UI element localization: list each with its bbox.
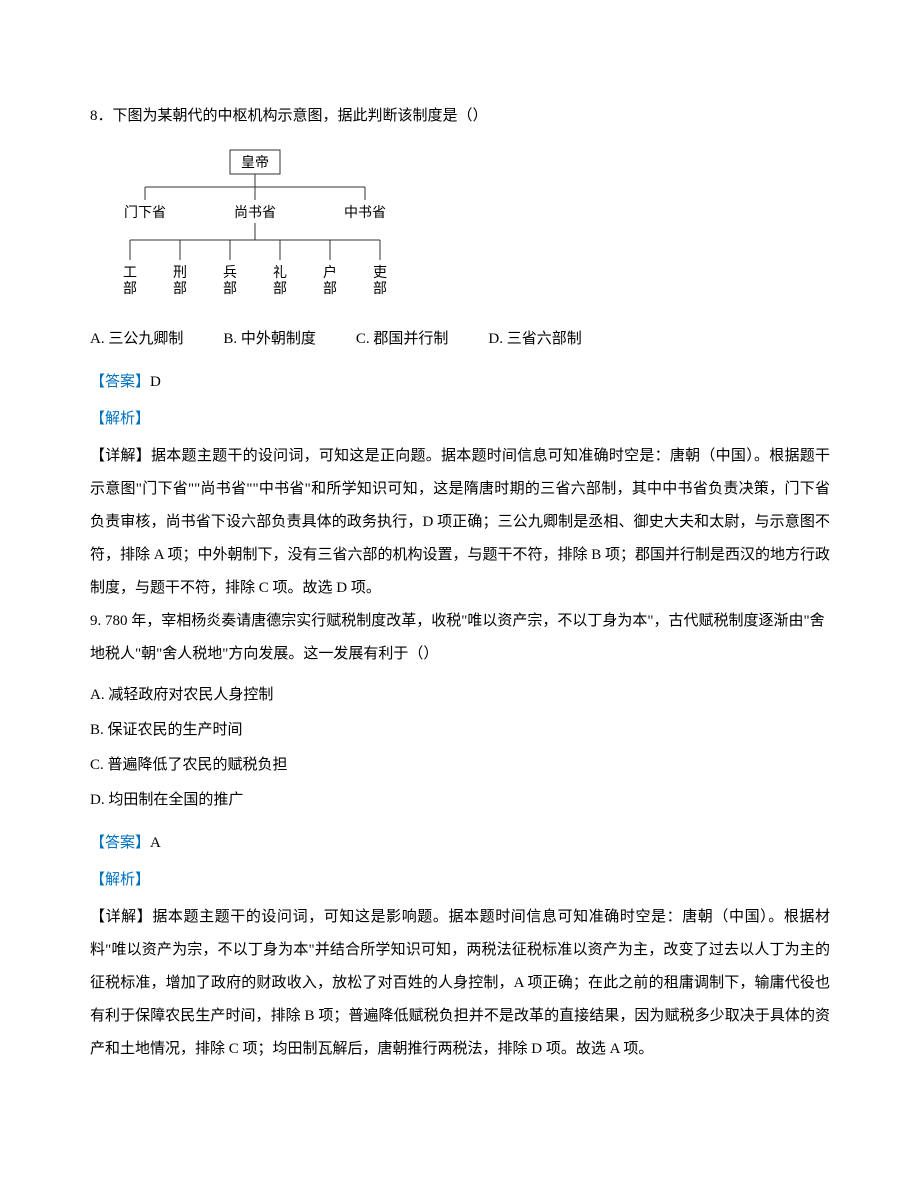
q9-answer-value: A	[150, 835, 161, 851]
q8-answer-value: D	[150, 374, 161, 390]
svg-text:部: 部	[373, 281, 387, 297]
q8-analysis-label: 【解析】	[90, 403, 830, 436]
node-xing: 刑	[173, 265, 187, 281]
q8-diagram: 皇帝 门下省 尚书省 中书省 工 部 刑 部 兵 部 礼 部 户 部 吏	[110, 145, 830, 315]
q8-detail: 【详解】据本题主题干的设问词，可知这是正向题。据本题时间信息可知准确时空是：唐朝…	[90, 440, 830, 605]
q8-prompt: 8．下图为某朝代的中枢机构示意图，据此判断该制度是（）	[90, 100, 830, 133]
node-gong: 工	[123, 266, 137, 281]
q9-answer-label: 【答案】	[90, 835, 150, 851]
q9-option-d: D. 均田制在全国的推广	[90, 784, 830, 817]
node-li2: 吏	[373, 265, 387, 281]
q9-option-a: A. 减轻政府对农民人身控制	[90, 679, 830, 712]
svg-text:部: 部	[223, 281, 237, 297]
q8-option-d: D. 三省六部制	[488, 323, 581, 356]
q9-answer-row: 【答案】A	[90, 827, 830, 860]
node-li: 礼	[273, 265, 287, 281]
q9-option-b: B. 保证农民的生产时间	[90, 714, 830, 747]
q9-options: A. 减轻政府对农民人身控制 B. 保证农民的生产时间 C. 普遍降低了农民的赋…	[90, 679, 830, 817]
q9-prompt: 9. 780 年，宰相杨炎奏请唐德宗实行赋税制度改革，收税"唯以资产宗，不以丁身…	[90, 605, 830, 671]
svg-text:部: 部	[323, 281, 337, 297]
q8-option-c: C. 郡国并行制	[356, 323, 449, 356]
q9-option-c: C. 普遍降低了农民的赋税负担	[90, 749, 830, 782]
svg-text:部: 部	[273, 281, 287, 297]
q8-option-a: A. 三公九卿制	[90, 323, 183, 356]
q8-answer-label: 【答案】	[90, 374, 150, 390]
node-zhongshu: 中书省	[344, 205, 386, 221]
node-bing: 兵	[223, 265, 237, 281]
node-menxia: 门下省	[124, 205, 166, 221]
svg-text:部: 部	[123, 281, 137, 297]
q9-detail: 【详解】据本题主题干的设问词，可知这是影响题。据本题时间信息可知准确时空是：唐朝…	[90, 901, 830, 1066]
node-shangshu: 尚书省	[234, 205, 276, 221]
q8-option-b: B. 中外朝制度	[223, 323, 316, 356]
q8-options: A. 三公九卿制 B. 中外朝制度 C. 郡国并行制 D. 三省六部制	[90, 323, 830, 356]
q9-analysis-label: 【解析】	[90, 864, 830, 897]
node-hu: 户	[323, 264, 337, 281]
org-chart-svg: 皇帝 门下省 尚书省 中书省 工 部 刑 部 兵 部 礼 部 户 部 吏	[110, 145, 410, 315]
svg-text:部: 部	[173, 281, 187, 297]
q8-answer-row: 【答案】D	[90, 366, 830, 399]
node-emperor: 皇帝	[241, 155, 269, 171]
